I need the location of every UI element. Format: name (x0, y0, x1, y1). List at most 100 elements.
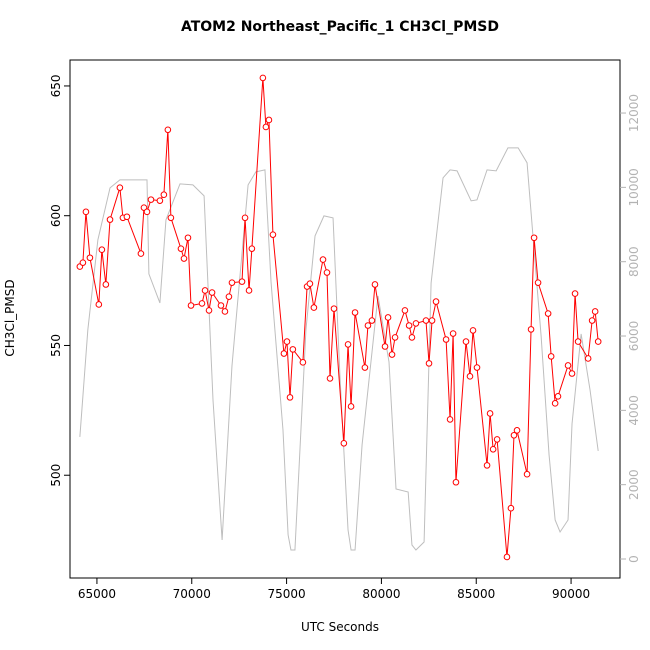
data-point (364, 322, 372, 329)
data-point (527, 326, 535, 333)
data-point (428, 317, 436, 324)
data-point (513, 427, 521, 434)
data-point (106, 216, 114, 223)
data-point (248, 245, 256, 252)
data-point (564, 362, 572, 369)
x-axis-label: UTC Seconds (301, 620, 379, 634)
y2-tick-label: 6000 (627, 321, 641, 352)
data-point (160, 191, 168, 198)
data-point (507, 504, 515, 512)
data-point (217, 302, 225, 309)
data-point (466, 373, 474, 380)
data-point (401, 307, 409, 314)
y-tick-label: 500 (49, 464, 63, 487)
data-point (510, 431, 518, 439)
data-point (280, 350, 288, 357)
plot-frame (69, 59, 621, 579)
data-point (469, 327, 477, 334)
data-point (177, 245, 185, 252)
data-point (381, 343, 389, 350)
y2-tick-label: 10000 (627, 168, 641, 206)
data-point (330, 305, 338, 312)
data-point (361, 364, 369, 371)
data-point (265, 116, 273, 124)
data-point (299, 359, 307, 366)
data-point (289, 346, 297, 353)
data-point (137, 250, 145, 257)
data-point (95, 301, 103, 308)
data-point (340, 440, 348, 447)
data-point (262, 123, 270, 131)
data-point (489, 445, 497, 453)
data-point (449, 330, 457, 337)
x-tick-label: 90000 (552, 587, 590, 601)
data-point (544, 310, 552, 317)
data-point (486, 410, 494, 417)
data-point (310, 304, 318, 311)
data-point (245, 287, 253, 294)
data-point (547, 353, 555, 360)
data-point (384, 314, 392, 321)
data-point (156, 197, 164, 204)
x-tick-label: 85000 (457, 587, 495, 601)
series-line (79, 147, 599, 551)
data-point (523, 470, 531, 478)
data-point (452, 478, 460, 486)
data-point (283, 338, 291, 345)
data-point (228, 279, 236, 286)
data-point (167, 214, 175, 222)
data-point (221, 308, 229, 315)
data-point (208, 289, 216, 296)
data-point (432, 298, 440, 305)
x-tick-label: 70000 (173, 587, 211, 601)
x-tick-label: 65000 (78, 587, 116, 601)
x-tick-label: 75000 (267, 587, 305, 601)
data-point (147, 196, 155, 203)
data-point (205, 307, 213, 314)
data-point (554, 393, 562, 400)
data-point (371, 281, 379, 288)
y-tick-label: 650 (49, 74, 63, 97)
y-tick-label: 550 (49, 334, 63, 357)
data-point (412, 320, 420, 327)
data-point (180, 255, 188, 262)
y2-tick-label: 2000 (627, 469, 641, 500)
data-point (79, 259, 87, 266)
data-point (187, 302, 195, 309)
data-point (388, 351, 396, 358)
y-axis-label: CH3Cl_PMSD (3, 279, 17, 356)
data-point (588, 317, 596, 324)
y2-tick-label: 12000 (627, 94, 641, 132)
data-point (164, 126, 172, 134)
data-point (442, 336, 450, 343)
data-point (241, 214, 249, 222)
data-point (391, 334, 399, 341)
data-point (184, 234, 192, 242)
data-point (368, 317, 376, 324)
data-point (306, 280, 314, 288)
data-point (86, 254, 94, 262)
data-point (259, 74, 267, 82)
data-point (493, 436, 501, 443)
x-tick-label: 80000 (362, 587, 400, 601)
data-point (116, 184, 124, 191)
data-point (462, 338, 470, 345)
data-point (347, 403, 355, 410)
data-point (326, 375, 334, 382)
data-point (574, 338, 582, 345)
y-tick-label: 600 (49, 204, 63, 227)
data-point (591, 308, 599, 315)
data-point (571, 290, 579, 297)
data-point (238, 278, 246, 285)
data-point (530, 234, 538, 242)
data-point (483, 462, 491, 469)
data-point (269, 231, 277, 238)
data-point (551, 400, 559, 407)
data-point (323, 269, 331, 276)
data-point (82, 208, 90, 216)
data-point (319, 256, 327, 263)
series-line (79, 77, 599, 558)
data-point (503, 553, 511, 561)
y2-tick-label: 0 (627, 555, 641, 563)
